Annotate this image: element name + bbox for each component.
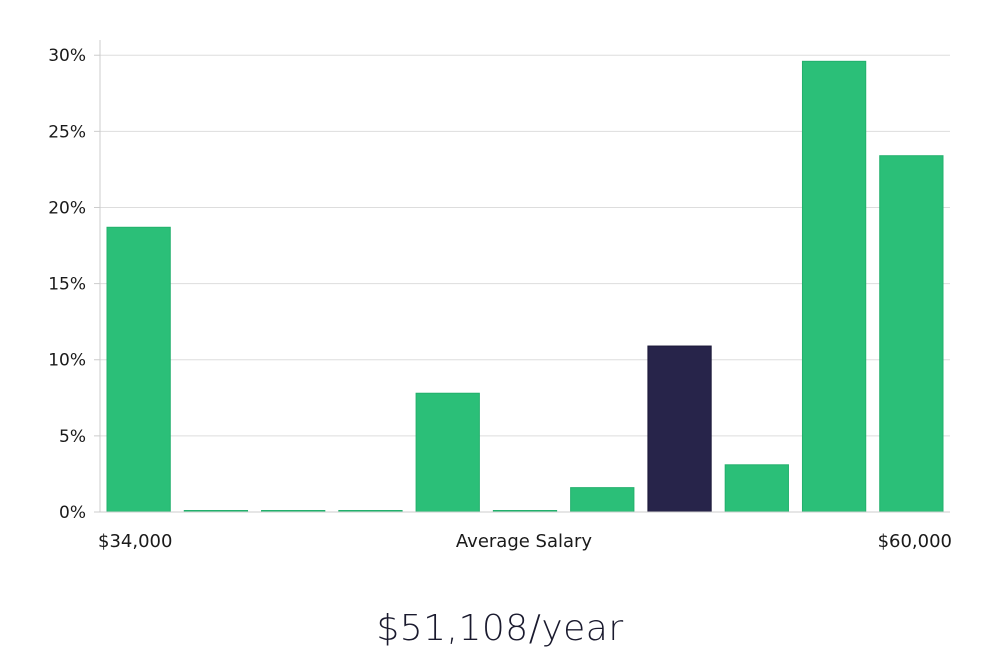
average-salary-caption: $51,108/year bbox=[376, 608, 624, 649]
bar bbox=[724, 464, 789, 513]
bar bbox=[415, 392, 480, 513]
y-tick-label: 0% bbox=[59, 503, 86, 523]
bar bbox=[801, 60, 867, 513]
bar bbox=[570, 487, 635, 513]
x-axis-title: Average Salary bbox=[456, 531, 593, 552]
y-tick-label: 5% bbox=[59, 427, 86, 447]
bar bbox=[106, 226, 171, 513]
bar-layer bbox=[106, 60, 944, 513]
y-tick-label: 30% bbox=[48, 46, 86, 66]
x-max-label: $60,000 bbox=[878, 531, 952, 552]
y-tick-label: 15% bbox=[48, 275, 86, 295]
chart-canvas: 0% 5% 10% 15% 20% 25% 30% $34,000 Average Sala… bbox=[48, 40, 952, 552]
y-tick-label: 20% bbox=[48, 198, 86, 218]
bar bbox=[879, 155, 944, 513]
y-tick-label: 10% bbox=[48, 351, 86, 371]
axis-layer bbox=[99, 40, 950, 513]
y-tick-label: 25% bbox=[48, 122, 86, 142]
bar-highlighted bbox=[647, 345, 712, 513]
x-min-label: $34,000 bbox=[98, 531, 172, 552]
